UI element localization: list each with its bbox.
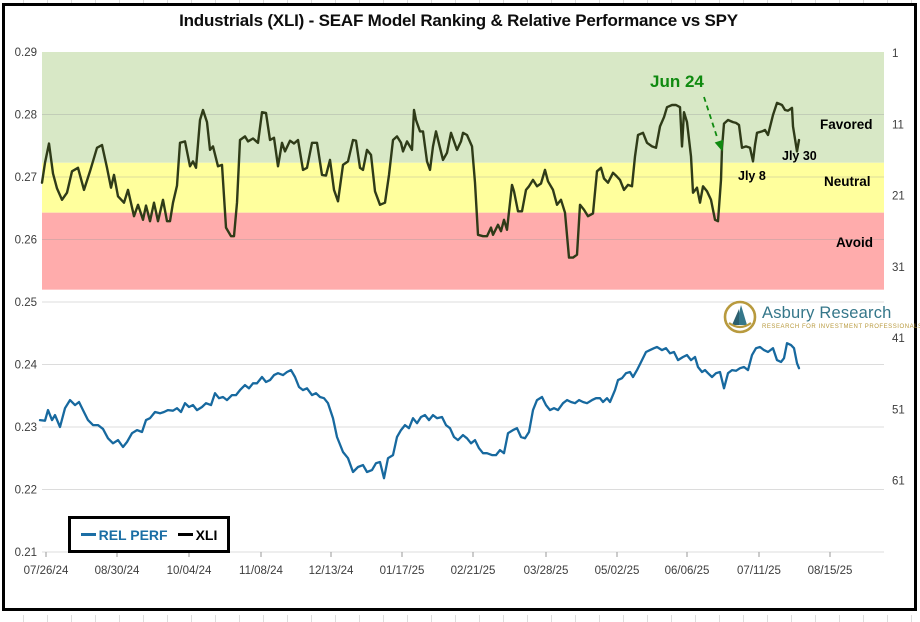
left-axis-tick-label: 0.26	[15, 235, 37, 247]
x-axis-tick-label: 11/08/24	[239, 565, 284, 577]
left-axis-tick-label: 0.25	[15, 297, 37, 309]
x-axis-tick-label: 07/26/24	[24, 565, 69, 577]
left-axis-tick-label: 0.28	[15, 110, 37, 122]
legend-rel-perf-label: REL PERF	[98, 526, 168, 543]
annotation-jly8: Jly 8	[738, 169, 766, 183]
rel-perf-series-line	[38, 342, 801, 480]
annotation-jun24: Jun 24	[650, 72, 704, 91]
x-axis-tick-label: 12/13/24	[309, 565, 354, 577]
page-title: Industrials (XLI) - SEAF Model Ranking &…	[179, 11, 738, 30]
annotation-jly30: Jly 30	[782, 149, 817, 163]
spreadsheet-gridline-strip-top	[0, 0, 920, 3]
asbury-research-logo: Asbury Research RESEARCH FOR INVESTMENT …	[723, 300, 920, 334]
logo-tagline-text: RESEARCH FOR INVESTMENT PROFESSIONALS	[762, 324, 920, 330]
x-axis-tick-label: 08/30/24	[95, 565, 140, 577]
x-axis-tick-label: 03/28/25	[524, 565, 569, 577]
left-axis-tick-label: 0.24	[15, 360, 38, 372]
x-axis-tick-label: 07/11/25	[737, 565, 781, 577]
x-axis-tick-label: 08/15/25	[808, 565, 853, 577]
left-axis-tick-label: 0.22	[15, 485, 37, 497]
zone-band-avoid	[42, 212, 884, 290]
legend-xli-label: XLI	[195, 526, 218, 543]
xli-series-line	[40, 101, 801, 259]
left-axis-tick-label: 0.29	[15, 47, 37, 59]
right-axis-tick-label: 61	[892, 476, 905, 488]
right-axis-tick-label: 51	[892, 404, 905, 416]
chart-legend: REL PERF XLI	[68, 516, 230, 553]
x-axis-tick-label: 05/02/25	[595, 565, 640, 577]
legend-item-xli: XLI	[177, 526, 218, 543]
zone-label-favored: Favored	[820, 117, 873, 132]
x-axis-tick-label: 02/21/25	[451, 565, 496, 577]
right-axis-tick-label: 11	[892, 119, 904, 131]
jun24-arrowhead-icon	[714, 139, 724, 152]
x-axis-tick-label: 10/04/24	[167, 565, 212, 577]
left-axis-tick-label: 0.23	[15, 422, 37, 434]
zone-band-favored	[42, 52, 884, 163]
logo-brand-text: Asbury Research	[762, 304, 892, 322]
rel-perf-line-swatch	[80, 533, 96, 536]
zone-label-neutral: Neutral	[824, 174, 871, 189]
right-axis-tick-label: 41	[892, 333, 905, 345]
legend-item-rel-perf: REL PERF	[80, 526, 168, 543]
jun24-arrow-line	[703, 96, 718, 138]
spreadsheet-gridline-strip-bottom	[0, 615, 920, 622]
asbury-logo-icon	[723, 300, 757, 334]
zone-band-neutral	[42, 162, 884, 213]
x-axis-tick-label: 06/06/25	[665, 565, 710, 577]
right-axis-tick-label: 31	[892, 262, 905, 274]
x-axis-tick-label: 01/17/25	[380, 565, 425, 577]
left-axis-tick-label: 0.21	[15, 547, 37, 559]
zone-label-avoid: Avoid	[836, 235, 873, 250]
left-axis-tick-label: 0.27	[15, 172, 37, 184]
right-axis-tick-label: 21	[892, 191, 905, 203]
right-axis-tick-label: 1	[892, 48, 898, 60]
xli-line-swatch	[177, 533, 193, 536]
